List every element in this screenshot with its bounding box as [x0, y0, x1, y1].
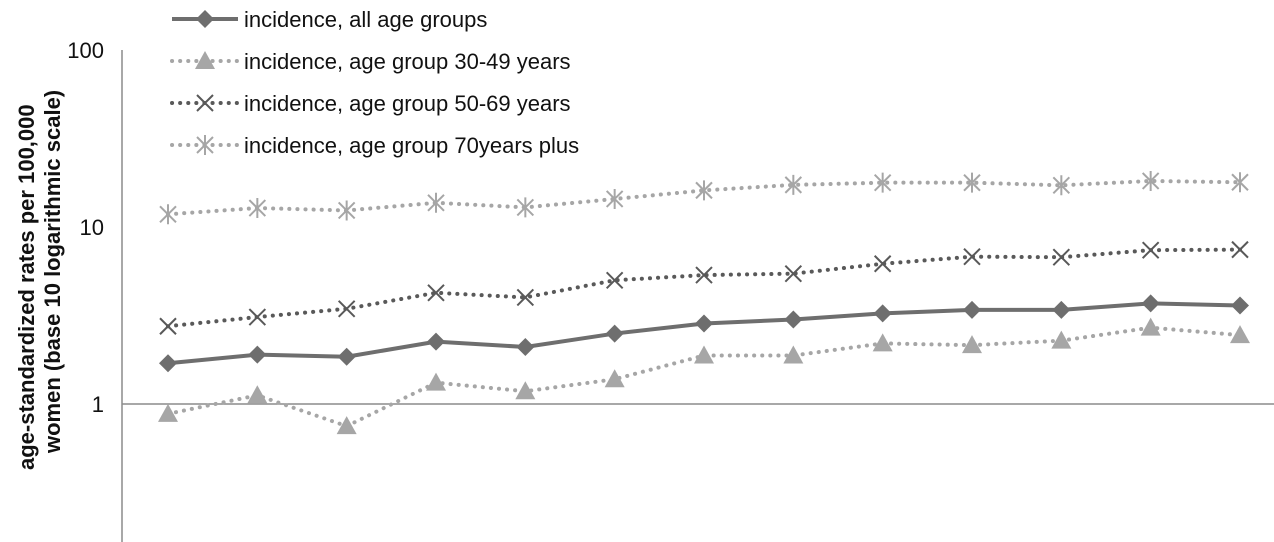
data-point-s4: [248, 198, 267, 219]
data-point-s4: [1141, 170, 1160, 191]
data-point-s4: [873, 172, 892, 193]
legend-marker-2: [195, 51, 215, 69]
data-point-s3: [337, 300, 356, 318]
data-point-s1: [248, 345, 267, 364]
data-point-s1: [427, 332, 445, 351]
data-point-s1: [1231, 296, 1249, 315]
y-tick-label: 1: [92, 392, 104, 417]
data-point-s1: [1141, 294, 1160, 313]
data-point-s4: [1231, 172, 1249, 193]
data-point-s2: [515, 381, 536, 400]
data-point-s3: [516, 288, 535, 307]
data-point-s1: [695, 314, 713, 333]
data-point-s2: [426, 372, 446, 391]
data-point-s4: [605, 188, 624, 209]
data-point-s2: [1051, 330, 1072, 349]
data-point-s4: [159, 204, 177, 225]
data-point-s3: [605, 271, 624, 289]
data-point-s4: [784, 174, 803, 195]
y-tick-label: 10: [80, 215, 104, 240]
data-point-s3: [963, 247, 981, 266]
data-point-s3: [427, 284, 445, 302]
data-point-s1: [516, 337, 535, 356]
series-line-2: [166, 325, 1242, 429]
data-point-s2: [604, 369, 625, 388]
data-point-s3: [695, 266, 713, 284]
data-point-s3: [1141, 241, 1160, 259]
legend-label-3: incidence, age group 50-69 years: [244, 91, 571, 116]
data-point-s3: [248, 308, 267, 326]
data-point-s1: [1052, 300, 1071, 319]
data-point-s1: [159, 354, 177, 373]
data-point-s4: [427, 192, 445, 213]
legend-marker-1: [196, 10, 214, 28]
data-point-s1: [337, 347, 356, 366]
data-point-s1: [963, 300, 981, 319]
y-tick-label: 100: [67, 38, 104, 63]
data-point-s4: [1052, 175, 1071, 196]
data-point-s3: [1231, 240, 1249, 259]
data-point-s1: [784, 310, 803, 329]
data-point-s1: [873, 304, 892, 323]
legend-label-4: incidence, age group 70years plus: [244, 133, 579, 158]
data-point-s2: [158, 403, 178, 422]
data-point-s2: [1230, 325, 1250, 344]
legend-marker-4: [196, 135, 214, 155]
data-point-s3: [159, 317, 177, 335]
data-point-s2: [694, 345, 714, 364]
data-point-s3: [784, 264, 803, 283]
data-point-s2: [962, 335, 982, 354]
data-point-s4: [695, 180, 713, 201]
data-point-s2: [1140, 317, 1161, 336]
data-point-s3: [1052, 248, 1071, 266]
data-point-s2: [247, 385, 268, 404]
legend-marker-3: [196, 94, 214, 112]
data-point-s4: [516, 197, 535, 218]
data-point-s2: [872, 333, 893, 352]
data-point-s4: [337, 200, 356, 221]
legend-label-2: incidence, age group 30-49 years: [244, 49, 571, 74]
legend-label-1: incidence, all age groups: [244, 7, 487, 32]
data-point-s4: [963, 172, 981, 193]
data-point-s2: [783, 345, 804, 364]
data-point-s1: [605, 324, 624, 343]
data-point-s3: [873, 255, 892, 273]
data-point-s2: [336, 416, 357, 435]
